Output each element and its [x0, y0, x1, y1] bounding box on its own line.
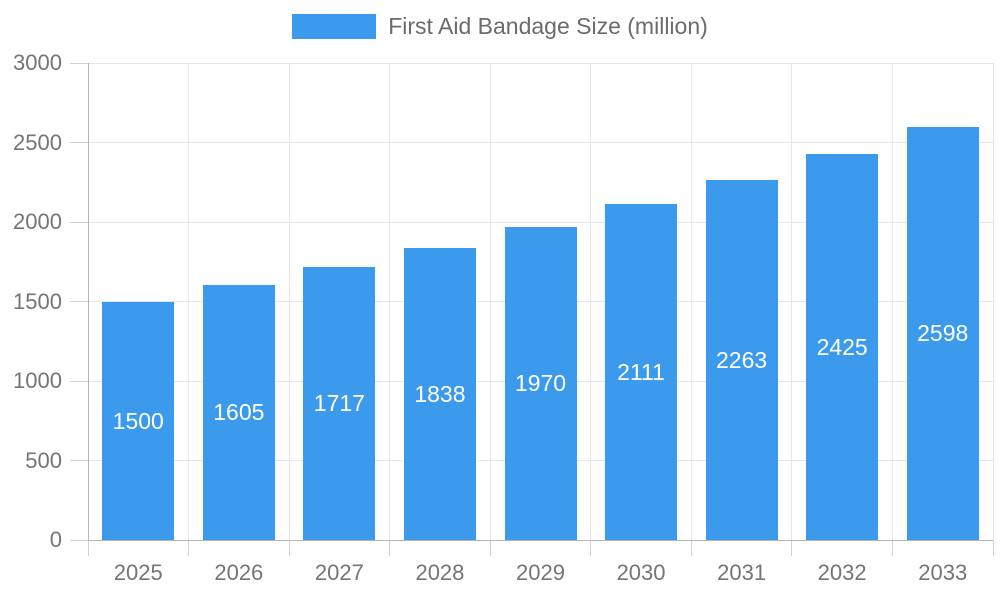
bar[interactable] — [806, 154, 879, 540]
bar-value-label: 2263 — [716, 347, 768, 374]
bar-value-label: 1970 — [514, 370, 567, 397]
y-axis-tick-mark — [70, 221, 88, 223]
gridline-vertical — [288, 63, 290, 540]
x-axis-line — [88, 539, 993, 541]
y-axis-line — [87, 63, 89, 540]
y-axis-tick-mark — [70, 62, 88, 64]
bar[interactable] — [705, 180, 778, 540]
x-axis-tick-mark — [992, 540, 994, 556]
bar-value-label: 1717 — [313, 390, 365, 417]
legend[interactable]: First Aid Bandage Size (million) — [0, 14, 1000, 39]
x-axis-tick-mark — [690, 540, 692, 556]
y-axis-tick-label: 3000 — [13, 50, 62, 75]
bar[interactable] — [504, 226, 577, 540]
bar-value-label: 2111 — [617, 359, 665, 386]
bar[interactable] — [906, 126, 979, 540]
y-axis-tick-mark — [70, 380, 88, 382]
x-axis-tick-mark — [389, 540, 391, 556]
legend-label: First Aid Bandage Size (million) — [388, 13, 708, 39]
x-axis-tick-label: 2028 — [415, 560, 465, 585]
bar[interactable] — [102, 301, 175, 540]
gridline-horizontal — [88, 62, 993, 64]
x-axis-tick-mark — [791, 540, 793, 556]
x-axis-tick-mark — [489, 540, 491, 556]
gridline-vertical — [791, 63, 793, 540]
x-axis-tick-label: 2026 — [214, 560, 264, 585]
y-axis-tick-label: 1000 — [13, 368, 62, 393]
gridline-horizontal — [88, 221, 993, 223]
y-axis-tick-mark — [70, 539, 88, 541]
y-axis-tick-mark — [70, 460, 88, 461]
bar-value-label: 2598 — [917, 320, 969, 347]
bar-value-label: 1500 — [112, 407, 164, 434]
y-axis-tick-mark — [70, 142, 88, 143]
y-axis-tick-label: 500 — [25, 447, 62, 473]
bar[interactable] — [202, 284, 275, 540]
x-axis-tick-label: 2029 — [516, 560, 565, 585]
bar-value-label: 1605 — [213, 399, 265, 426]
x-axis-tick-mark — [188, 540, 190, 556]
x-axis-tick-mark — [87, 540, 89, 556]
gridline-horizontal — [88, 142, 993, 143]
x-axis-tick-label: 2027 — [314, 560, 364, 585]
gridline-vertical — [891, 63, 893, 540]
y-axis-tick-label: 1500 — [13, 288, 62, 314]
y-axis-tick-label: 2500 — [13, 129, 62, 155]
bar[interactable] — [303, 266, 376, 540]
gridline-vertical — [188, 63, 190, 540]
x-axis-tick-label: 2030 — [616, 560, 666, 585]
x-axis-tick-label: 2031 — [717, 560, 767, 585]
x-axis-tick-label: 2025 — [113, 560, 163, 585]
bar[interactable] — [605, 204, 678, 540]
bar[interactable] — [403, 247, 476, 540]
gridline-vertical — [489, 63, 491, 540]
legend-swatch-icon — [292, 14, 377, 39]
x-axis-tick-label: 2032 — [817, 560, 867, 585]
gridline-vertical — [590, 63, 592, 540]
x-axis-tick-mark — [288, 540, 290, 556]
y-axis-tick-mark — [70, 301, 88, 302]
bar-value-label: 2425 — [816, 334, 868, 361]
gridline-vertical — [992, 63, 994, 540]
y-axis-tick-label: 0 — [49, 527, 62, 552]
bar-value-label: 1838 — [414, 380, 466, 407]
gridline-vertical — [389, 63, 391, 540]
x-axis-tick-label: 2033 — [918, 560, 968, 585]
y-axis-tick-label: 2000 — [13, 209, 62, 234]
x-axis-tick-mark — [590, 540, 592, 556]
gridline-vertical — [690, 63, 692, 540]
x-axis-tick-mark — [891, 540, 893, 556]
